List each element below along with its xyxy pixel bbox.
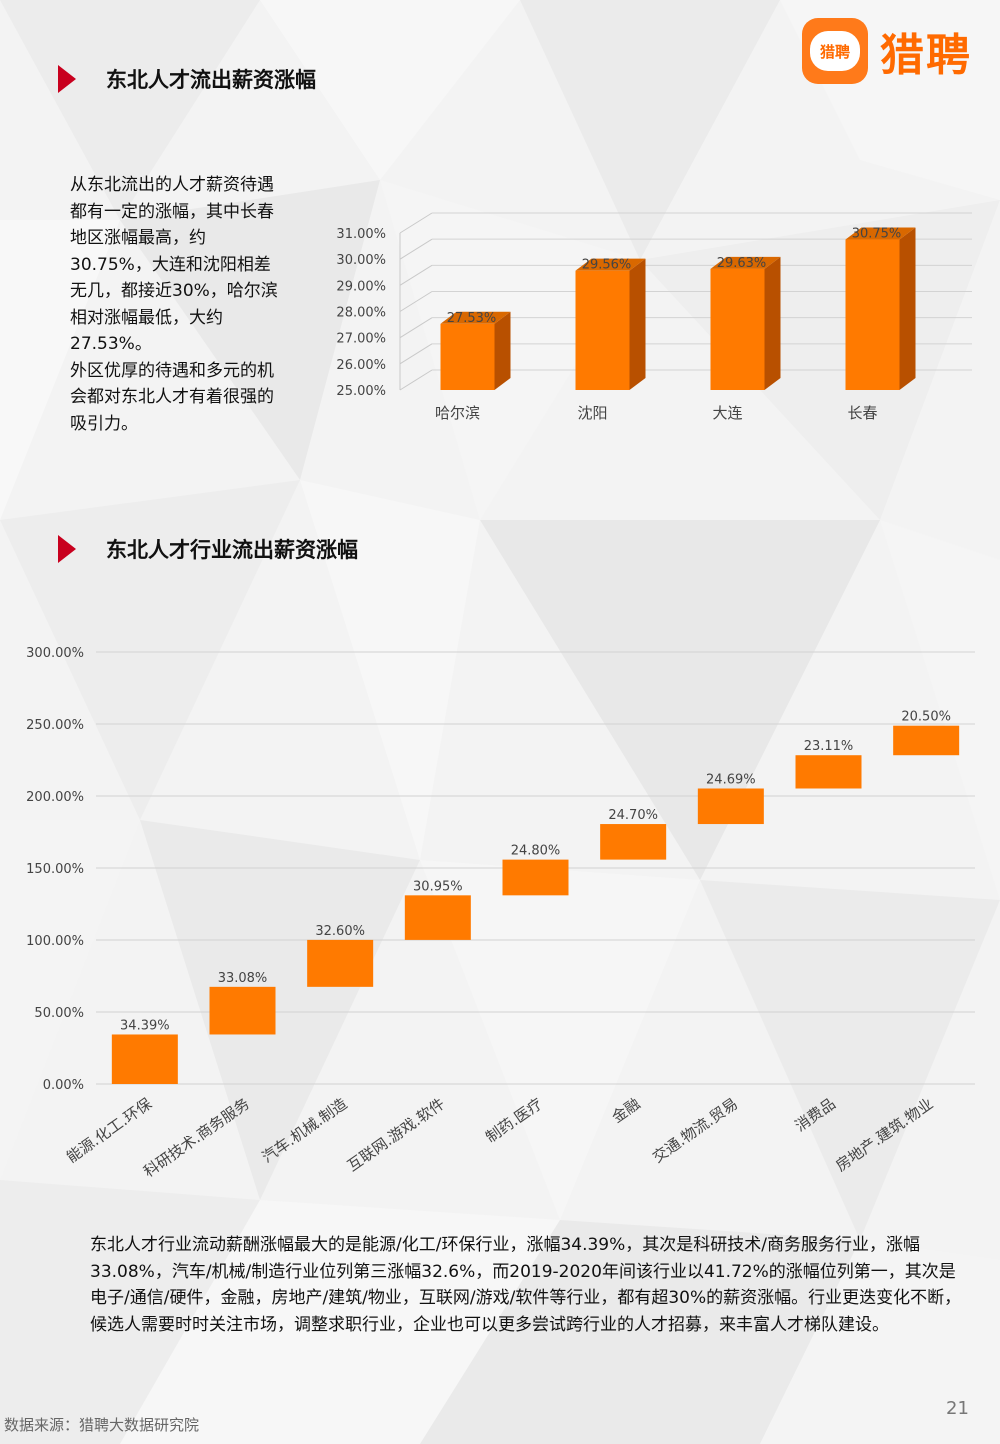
y-tick-label: 50.00% [34, 1006, 84, 1021]
y-tick-label: 28.00% [336, 306, 386, 321]
bar-value-label: 24.70% [608, 808, 658, 823]
bar-value-label: 27.53% [447, 311, 497, 326]
section2-heading: 东北人才行业流出薪资涨幅 [58, 534, 358, 564]
bar-value-label: 30.75% [852, 227, 902, 242]
section2-paragraph: 东北人才行业流动薪酬涨幅最大的是能源/化工/环保行业，涨幅34.39%，其次是科… [90, 1235, 962, 1335]
section1-paragraph: 从东北流出的人才薪资待遇都有一定的涨幅，其中长春地区涨幅最高，约30.75%，大… [70, 172, 280, 437]
y-tick-label: 26.00% [336, 358, 386, 373]
industry-salary-increase-chart: 0.00% 50.00% 100.00% 150.00% 200.00% 250.00% 3… [26, 646, 975, 1181]
x-category-label: 汽车.机械.制造 [259, 1095, 351, 1167]
y-tick-label: 29.00% [336, 279, 386, 294]
x-category-label: 能源.化工.环保 [63, 1095, 155, 1167]
bar-side [764, 256, 781, 390]
bar-top [440, 311, 511, 324]
bar [575, 270, 630, 390]
bar [600, 824, 667, 860]
logo-badge: 猎聘 [802, 18, 868, 84]
y-tick-label: 30.00% [336, 253, 386, 268]
gridline-depth [399, 238, 433, 260]
gridline-depth [399, 291, 433, 312]
y-tick-label: 25.00% [336, 384, 386, 399]
bar [502, 859, 569, 896]
bar-value-label: 23.11% [804, 739, 854, 754]
bar-value-label: 30.95% [413, 879, 463, 894]
bar-side [494, 311, 511, 390]
y-tick-label: 100.00% [26, 934, 84, 949]
bar [440, 323, 495, 390]
section2-title: 东北人才行业流出薪资涨幅 [106, 538, 358, 562]
section1-heading: 东北人才流出薪资涨幅 [58, 64, 316, 94]
x-category-label: 长春 [847, 404, 877, 422]
bar-side [629, 258, 646, 390]
bar [795, 755, 862, 789]
gridline-depth [399, 212, 433, 234]
y-tick-label: 150.00% [26, 862, 84, 877]
bar-value-label: 33.08% [218, 971, 268, 986]
bar-value-label: 29.56% [582, 258, 632, 273]
bar-value-label: 34.39% [120, 1018, 170, 1033]
page-number: 21 [946, 1398, 969, 1419]
y-tick-label: 31.00% [336, 227, 386, 242]
triangle-bullet-icon [58, 535, 76, 563]
bar-value-label: 24.69% [706, 772, 756, 787]
bar [307, 939, 374, 987]
bar-top [710, 256, 781, 269]
bar-top [575, 258, 646, 271]
bar-value-label: 32.60% [315, 924, 365, 939]
x-category-label: 沈阳 [577, 404, 607, 422]
bar [404, 895, 471, 940]
city-salary-increase-chart: 25.00% 26.00% 27.00% 28.00% 29.00% 30.00% 31.0… [336, 212, 972, 422]
y-tick-label: 250.00% [26, 718, 84, 733]
data-source-note: 数据来源：猎聘大数据研究院 [4, 1416, 200, 1434]
bar [845, 239, 900, 390]
gridline-depth [399, 343, 433, 365]
section1-title: 东北人才流出薪资涨幅 [106, 68, 316, 92]
brand-logo: 猎聘 猎聘 [802, 16, 984, 86]
bar-value-label: 24.80% [511, 844, 561, 859]
bar [209, 986, 276, 1035]
y-tick-label: 200.00% [26, 790, 84, 805]
section1-paragraph-line: 外区优厚的待遇和多元的机会都对东北人才有着很强的吸引力。 [70, 360, 274, 434]
bar [111, 1034, 178, 1084]
bar-value-label: 20.50% [901, 710, 951, 725]
x-category-label: 科研技术.商务服务 [140, 1095, 253, 1181]
x-category-label: 交通.物流.贸易 [649, 1095, 741, 1167]
bar [697, 788, 764, 825]
logo-text: 猎聘 [880, 30, 972, 81]
x-category-label: 消费品 [792, 1095, 839, 1136]
bar-side [899, 227, 916, 390]
gridline-depth [399, 317, 433, 339]
triangle-bullet-icon [58, 65, 76, 93]
x-category-label: 金融 [609, 1095, 644, 1127]
x-category-label: 房地产.建筑.物业 [832, 1095, 936, 1175]
y-tick-label: 0.00% [43, 1078, 84, 1093]
x-category-label: 制药.医疗 [482, 1095, 545, 1147]
x-category-label: 大连 [712, 404, 742, 422]
y-tick-label: 27.00% [336, 332, 386, 347]
gridline-depth [399, 264, 433, 286]
x-category-label: 哈尔滨 [435, 404, 480, 422]
bar-top [845, 227, 916, 240]
x-category-label: 互联网.游戏.软件 [344, 1095, 448, 1175]
logo-badge-text: 猎聘 [810, 31, 860, 71]
bar [710, 268, 765, 390]
bar-value-label: 29.63% [717, 256, 767, 271]
section1-paragraph-line: 从东北流出的人才薪资待遇都有一定的涨幅，其中长春地区涨幅最高，约30.75%，大… [70, 175, 278, 354]
bar [893, 725, 960, 756]
y-tick-label: 300.00% [26, 646, 84, 661]
gridline-depth [399, 369, 433, 391]
